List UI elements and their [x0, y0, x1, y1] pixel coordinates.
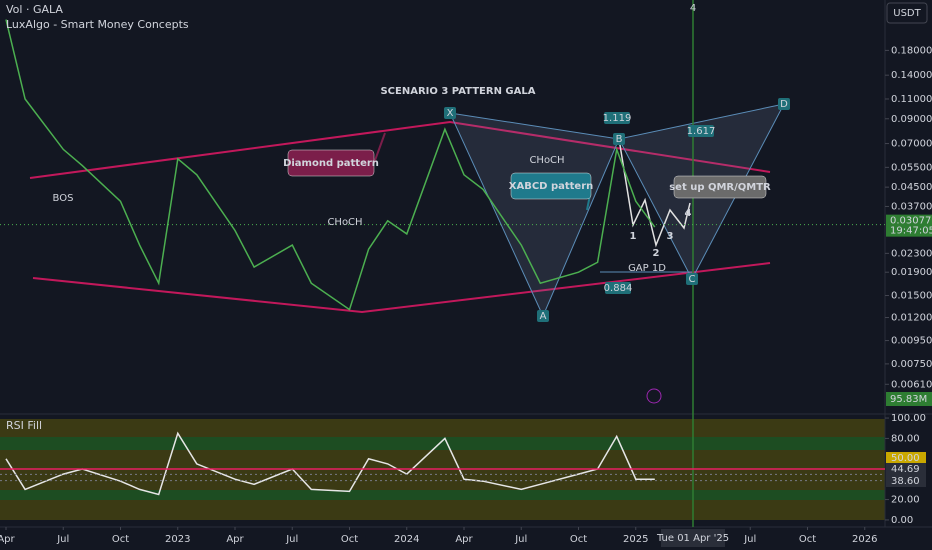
current-price-badge	[886, 214, 932, 237]
point-box	[778, 98, 790, 110]
diamond-upper	[29, 120, 771, 179]
callout-box	[673, 175, 767, 199]
y-tick-label: 0.00750	[891, 359, 932, 370]
y-tick-label: 0.18000	[891, 45, 932, 56]
x-tick-label: Oct	[570, 534, 587, 545]
rsi-badge-label: 44.69	[891, 464, 920, 475]
x-tick-label: Jul	[514, 534, 527, 545]
xabcd-xab	[449, 112, 620, 318]
annotation: set up QMR/QMTR	[669, 182, 771, 193]
y-tick-label: 0.05500	[891, 162, 932, 173]
y-tick-label: 0.04500	[891, 182, 932, 193]
rsi-badge	[886, 463, 926, 475]
annotation: 3	[667, 231, 674, 242]
point-box	[686, 273, 698, 285]
y-tick-label: 0.03700	[891, 201, 932, 212]
callout-box	[287, 149, 375, 177]
annotation: SCENARIO 3 PATTERN GALA	[380, 86, 535, 97]
x-tick-label: Jul	[56, 534, 69, 545]
point-box	[688, 125, 714, 137]
annotation: 0.884	[604, 283, 633, 294]
volume-badge	[886, 392, 932, 406]
rsi-zone-low	[0, 490, 885, 500]
y-tick-label: 0.02300	[891, 248, 932, 259]
diamond-lower	[32, 262, 771, 314]
rsi-tick-label: 20.00	[891, 495, 920, 506]
rsi-tick-label: 80.00	[891, 433, 920, 444]
annotation: C	[689, 274, 696, 285]
x-tick-label: Oct	[799, 534, 816, 545]
x-tick-label: 2024	[394, 534, 419, 545]
y-tick-label: 0.11000	[891, 94, 932, 105]
currency-label[interactable]: USDT	[893, 8, 921, 19]
point-box	[604, 112, 630, 124]
price-line	[5, 19, 656, 311]
x-tick-label: Tue 01 Apr '25	[656, 533, 729, 544]
y-tick-label: 0.01200	[891, 313, 932, 324]
annotation: 2	[653, 248, 660, 259]
annotation: 1.617	[687, 126, 716, 137]
rsi-line	[5, 431, 655, 496]
y-tick-label: 0.00950	[891, 336, 932, 347]
date-badge	[661, 529, 725, 547]
x-tick-label: 2025	[623, 534, 648, 545]
rsi-title: RSI Fill	[6, 419, 42, 432]
indicator-label: LuxAlgo - Smart Money Concepts	[6, 18, 189, 31]
rsi-badge	[886, 452, 926, 464]
y-tick-label: 0.07000	[891, 139, 932, 150]
y-tick-label: 0.00610	[891, 379, 932, 390]
point-box	[444, 107, 456, 119]
rsi-tick-label: 100.00	[891, 413, 926, 424]
symbol-label: Vol · GALA	[6, 3, 63, 16]
x-tick-label: Apr	[455, 534, 473, 545]
rsi-badge-label: 38.60	[891, 476, 920, 487]
annotation: 1.119	[603, 113, 632, 124]
annotation: A	[540, 311, 547, 322]
annotation: BOS	[53, 193, 74, 204]
x-tick-label: 2026	[852, 534, 877, 545]
annotation: D	[780, 99, 788, 110]
x-tick-label: Oct	[112, 534, 129, 545]
rsi-zone-high	[0, 437, 885, 450]
x-tick-label: Apr	[0, 534, 16, 545]
x-tick-label: 2023	[165, 534, 190, 545]
y-tick-label: 0.09000	[891, 114, 932, 125]
annotation: B	[616, 134, 623, 145]
point-box	[613, 133, 625, 145]
currency-button[interactable]	[886, 2, 928, 24]
current-price: 0.03077	[890, 216, 931, 227]
lightning-icon[interactable]	[646, 388, 662, 404]
callout-box	[510, 172, 592, 200]
y-tick-label: 0.14000	[891, 70, 932, 81]
rsi-badge	[886, 475, 926, 487]
x-tick-label: Oct	[341, 534, 358, 545]
annotation: 4	[685, 208, 692, 219]
annotation: Diamond pattern	[283, 158, 379, 169]
annotation: 4	[690, 3, 696, 14]
callout-pointer	[373, 132, 386, 164]
x-tick-label: Jul	[743, 534, 756, 545]
annotation: XABCD pattern	[509, 181, 594, 192]
x-tick-label: Apr	[226, 534, 244, 545]
point-box	[537, 310, 549, 322]
rsi-tick-label: 0.00	[891, 515, 913, 526]
volume-label: 95.83M	[890, 394, 927, 405]
point-box	[605, 282, 631, 294]
y-tick-label: 0.01500	[891, 291, 932, 302]
annotation: X	[447, 108, 454, 119]
annotation: GAP 1D	[628, 263, 666, 274]
annotation: 1	[630, 231, 637, 242]
y-tick-label: 0.01900	[891, 267, 932, 278]
annotation: CHoCH	[529, 155, 564, 166]
x-tick-label: Jul	[285, 534, 298, 545]
countdown: 19:47:05	[890, 226, 932, 237]
rsi-badge-label: 50.00	[891, 453, 920, 464]
annotation: CHoCH	[327, 217, 362, 228]
